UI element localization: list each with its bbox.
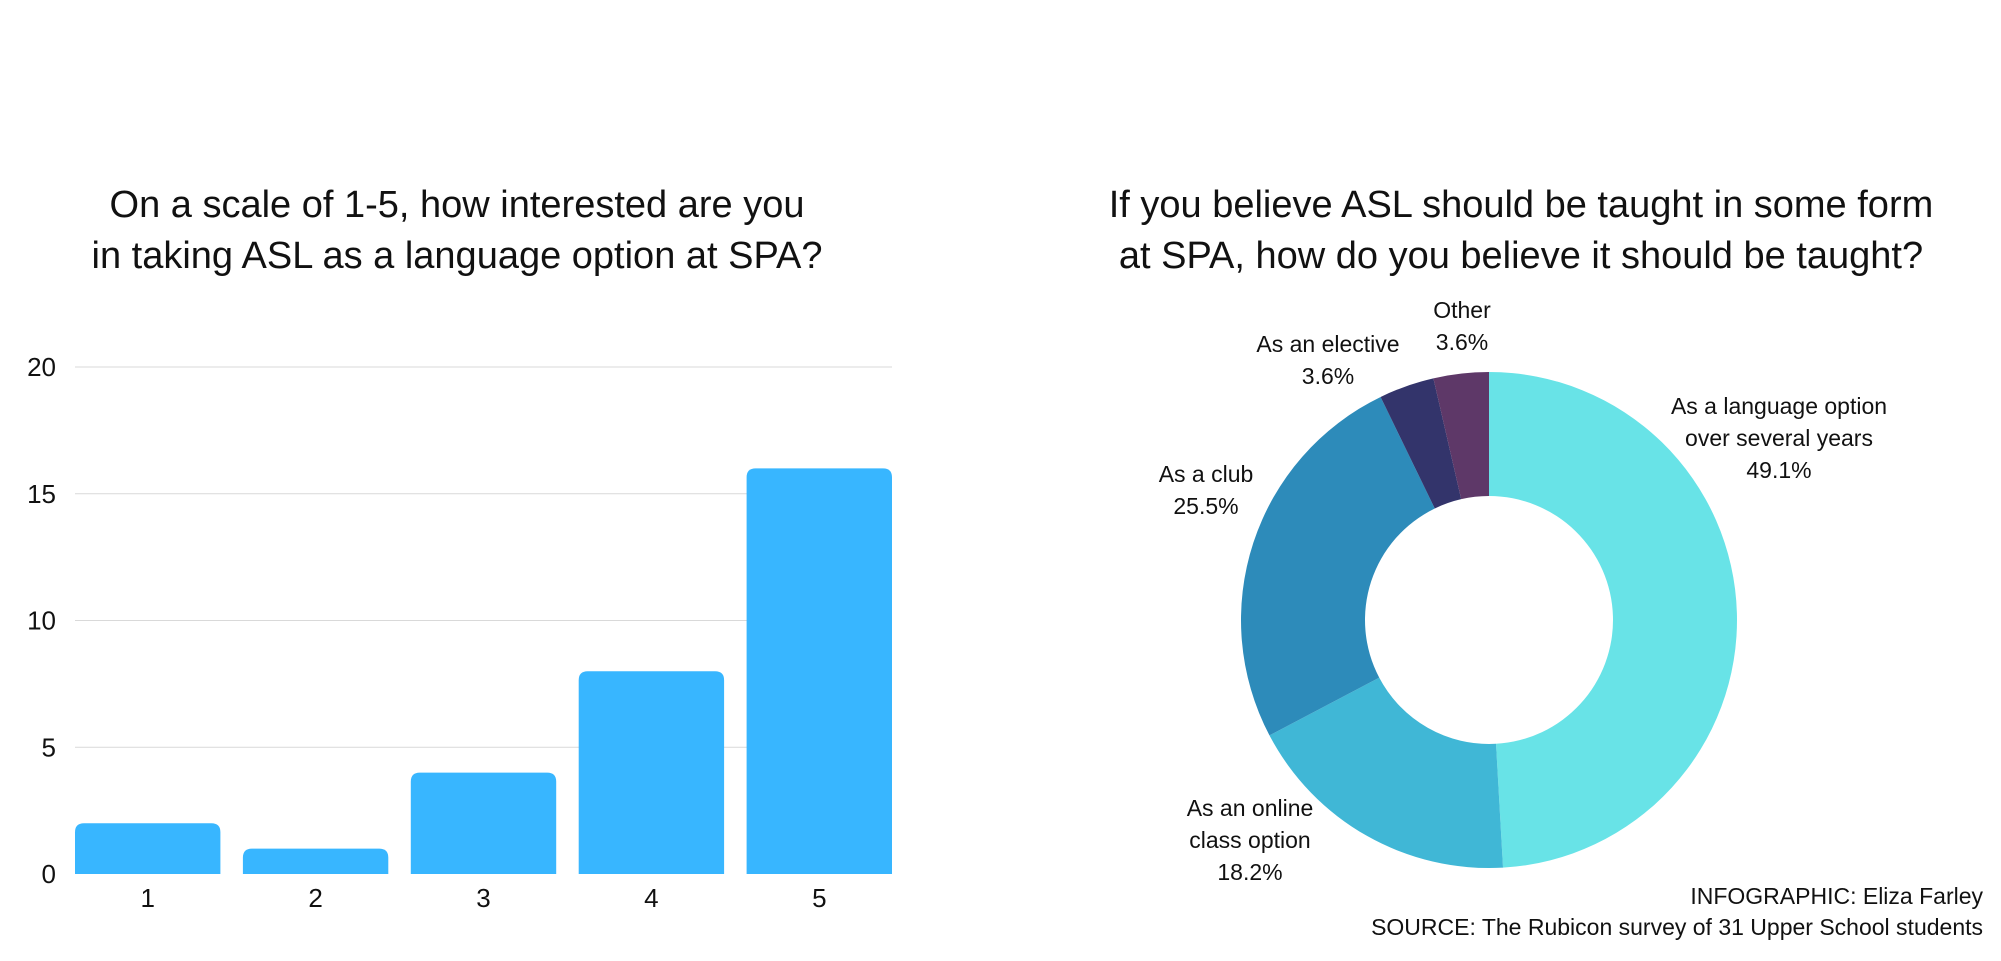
- bar-4: [578, 671, 725, 874]
- donut-slice-as-a-club: [1240, 396, 1435, 736]
- y-tick-label-20: 20: [27, 352, 56, 382]
- slice-label-as-a-language-option-over-several-years-line-1: As a language option: [1671, 393, 1887, 419]
- x-tick-label-3: 3: [476, 883, 490, 913]
- slice-label-other-line-1: Other: [1433, 297, 1491, 323]
- donut-chart: If you believe ASL should be taught in s…: [1109, 184, 1934, 885]
- bar-chart: On a scale of 1-5, how interested are yo…: [27, 184, 892, 913]
- bar-chart-title-line-2: in taking ASL as a language option at SP…: [92, 235, 823, 277]
- slice-label-as-an-online-class-option-line-2: class option: [1189, 827, 1310, 853]
- donut-slice-as-an-elective: [1380, 378, 1462, 509]
- donut-slice-other: [1433, 372, 1489, 500]
- donut-slice-as-an-online-class-option: [1269, 677, 1504, 868]
- bar-3: [410, 772, 557, 874]
- slice-percent-as-an-elective: 3.6%: [1302, 363, 1354, 389]
- y-tick-label-15: 15: [27, 479, 56, 509]
- donut-chart-slices: [1240, 372, 1737, 868]
- donut-chart-title-line-1: If you believe ASL should be taught in s…: [1109, 184, 1934, 226]
- x-tick-label-1: 1: [140, 883, 154, 913]
- bar-chart-bars: [75, 468, 892, 874]
- y-tick-label-10: 10: [27, 606, 56, 636]
- bar-2: [242, 848, 389, 874]
- slice-label-as-an-online-class-option-line-1: As an online: [1187, 795, 1314, 821]
- bar-chart-y-ticks: 0 5 10 15 20: [27, 352, 56, 889]
- slice-label-as-a-language-option-over-several-years-line-2: over several years: [1685, 425, 1873, 451]
- x-tick-label-5: 5: [812, 883, 826, 913]
- x-tick-label-2: 2: [308, 883, 322, 913]
- donut-chart-labels: As a language option over several years 49…: [1159, 297, 1887, 885]
- source-credit: SOURCE: The Rubicon survey of 31 Upper S…: [1371, 914, 1983, 940]
- slice-percent-other: 3.6%: [1436, 329, 1488, 355]
- slice-label-as-an-elective-line-1: As an elective: [1256, 331, 1399, 357]
- slice-percent-as-an-online-class-option: 18.2%: [1217, 859, 1282, 885]
- bar-chart-title-line-1: On a scale of 1-5, how interested are yo…: [110, 184, 805, 226]
- donut-chart-title-line-2: at SPA, how do you believe it should be …: [1119, 235, 1923, 277]
- bar-1: [75, 823, 221, 874]
- slice-percent-as-a-club: 25.5%: [1173, 493, 1238, 519]
- infographic-credit: INFOGRAPHIC: Eliza Farley: [1690, 883, 1983, 909]
- y-tick-label-0: 0: [42, 859, 56, 889]
- slice-label-as-a-club-line-1: As a club: [1159, 461, 1254, 487]
- bar-5: [746, 468, 892, 874]
- slice-percent-as-a-language-option-over-several-years: 49.1%: [1746, 457, 1811, 483]
- donut-slice-as-a-language-option-over-several-years: [1489, 372, 1737, 868]
- y-tick-label-5: 5: [42, 732, 56, 762]
- bar-chart-x-ticks: 1 2 3 4 5: [140, 883, 826, 913]
- x-tick-label-4: 4: [644, 883, 658, 913]
